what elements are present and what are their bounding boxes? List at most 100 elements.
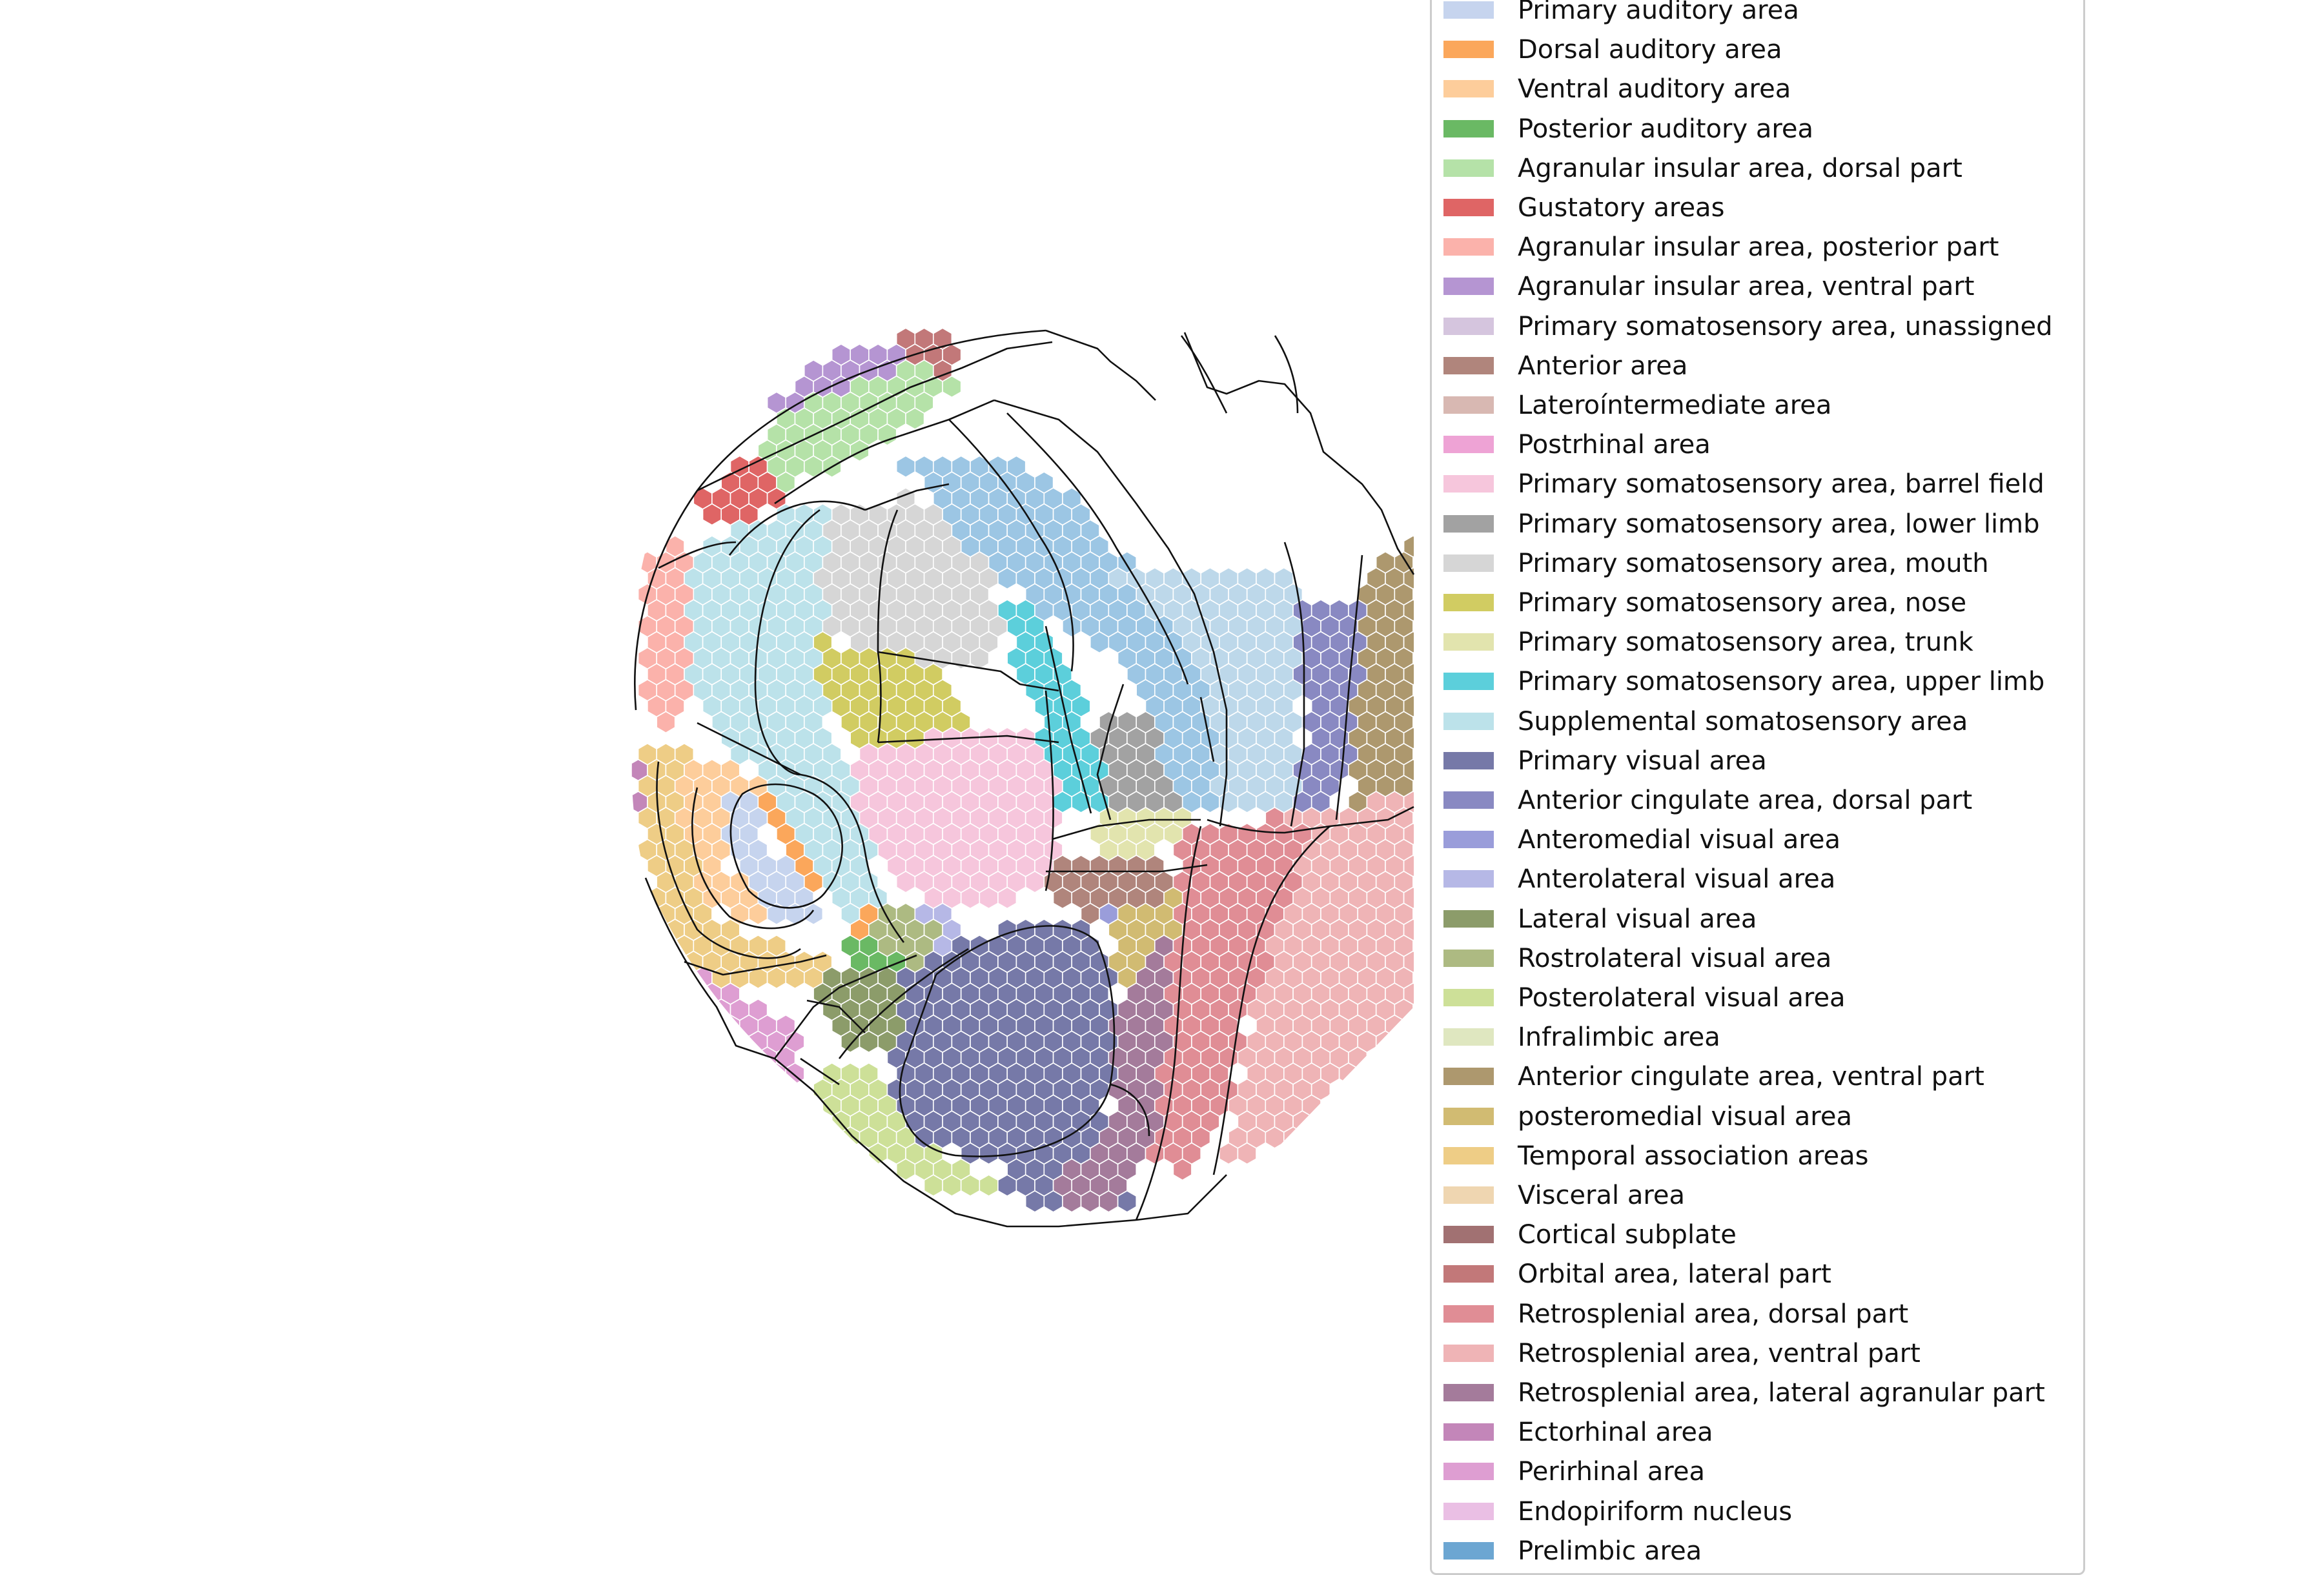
legend-label: Posterior auditory area [1518,114,1814,144]
legend-swatch [1443,1107,1494,1125]
legend-item: Primary visual area [1432,742,2083,780]
legend-swatch [1443,673,1494,691]
legend-item: Primary somatosensory area, trunk [1432,623,2083,662]
legend-label: Postrhinal area [1518,430,1711,460]
legend-swatch [1443,1541,1494,1560]
legend-item: Retrosplenial area, lateral agranular pa… [1432,1374,2083,1412]
legend-item: Ectorhinal area [1432,1413,2083,1452]
spot-hexagon [1338,1062,1358,1085]
legend-item: Primary somatosensory area, mouth [1432,544,2083,583]
legend-swatch [1443,1028,1494,1046]
legend-label: Primary auditory area [1518,0,1799,25]
spot-hexagon [1024,1190,1045,1213]
legend-label: Anterior area [1518,351,1688,381]
legend-label: Temporal association areas [1518,1141,1869,1171]
spot-hexagon [656,711,676,734]
legend-item: Dorsal auditory area [1432,30,2083,69]
legend-swatch [1443,1265,1494,1283]
legend-label: Primary visual area [1518,746,1767,776]
spot-hexagon [841,1126,861,1149]
spot-hexagon [693,998,713,1021]
spot-hexagon [841,1030,861,1053]
legend-item: Posterior auditory area [1432,110,2083,148]
legend-label: Perirhinal area [1518,1457,1705,1487]
spot-hexagon [1292,1110,1312,1133]
legend-swatch [1443,199,1494,216]
spot-hexagon [1099,1190,1119,1213]
spot-hexagon [776,1078,796,1101]
spot-hexagon [1080,1190,1100,1213]
spot-hexagon [997,886,1017,909]
legend-swatch [1443,119,1494,137]
legend-label: posteromedial visual area [1518,1101,1852,1132]
legend-swatch [1443,436,1494,454]
legend-label: Retrosplenial area, lateral agranular pa… [1518,1378,2045,1408]
spot-hexagon [1052,886,1072,909]
spot-hexagon [804,902,824,926]
spot-hexagon [748,902,768,926]
legend-item: Agranular insular area, dorsal part [1432,149,2083,188]
legend-label: Supplemental somatosensory area [1518,706,1968,737]
legend-swatch [1443,791,1494,809]
legend-label: Gustatory areas [1518,193,1725,223]
spot-hexagon [1237,791,1257,813]
legend-swatch [1443,238,1494,256]
legend-swatch [1443,554,1494,572]
legend-label: Agranular insular area, dorsal part [1518,153,1962,183]
spot-hexagon [1283,1126,1303,1149]
legend-label: Anterior cingulate area, ventral part [1518,1062,1984,1092]
legend-swatch [1443,1384,1494,1401]
legend-item: Postrhinal area [1432,425,2083,464]
spot-hexagon [850,439,870,462]
spot-hexagon [1043,1190,1063,1213]
legend-item: Supplemental somatosensory area [1432,702,2083,741]
spot-hexagon [1090,631,1110,654]
legend-label: Agranular insular area, posterior part [1518,232,1999,263]
legend-item: Anterolateral visual area [1432,860,2083,899]
legend-label: Visceral area [1518,1181,1686,1210]
legend-item: Ventral auditory area [1432,70,2083,108]
spot-hexagon [942,375,962,398]
spot-hexagon [997,1174,1017,1197]
legend-item: Agranular insular area, ventral part [1432,267,2083,306]
legend-label: Agranular insular area, ventral part [1518,272,1975,302]
legend-label: Prelimbic area [1518,1536,1702,1566]
spot-hexagon [859,1030,879,1053]
legend-label: Infralimbic area [1518,1022,1720,1053]
legend-label: Dorsal auditory area [1518,35,1782,65]
legend-swatch [1443,1305,1494,1323]
legend-label: Lateroíntermediate area [1518,391,1832,420]
spot-hexagon [895,870,916,893]
legend-item: Primary somatosensory area, unassigned [1432,307,2083,346]
spot-hexagon [942,1174,962,1197]
legend-item: Cortical subplate [1432,1215,2083,1254]
legend-item: Orbital area, lateral part [1432,1255,2083,1294]
spot-hexagon [979,1142,999,1165]
legend-swatch [1443,356,1494,374]
legend-item: Anteromedial visual area [1432,820,2083,859]
legend-swatch [1443,159,1494,177]
legend-label: Primary somatosensory area, barrel field [1518,469,2044,500]
legend-label: Retrosplenial area, ventral part [1518,1338,1921,1368]
legend-swatch [1443,514,1494,533]
legend-label: Lateral visual area [1518,904,1757,934]
spot-hexagon [785,966,805,990]
legend-item: Prelimbic area [1432,1532,2083,1570]
legend-swatch [1443,1,1494,19]
legend-swatch [1443,1423,1494,1441]
legend-item: Primary somatosensory area, nose [1432,584,2083,622]
spot-hexagon [1172,1158,1192,1181]
legend-swatch [1443,594,1494,611]
legend-label: Ectorhinal area [1518,1418,1713,1448]
outer-boundary-top [1045,329,1156,401]
legend-item: Lateroíntermediate area [1432,386,2083,425]
legend-label: Primary somatosensory area, unassigned [1518,311,2053,341]
legend-swatch [1443,396,1494,414]
legend-item: Rostrolateral visual area [1432,939,2083,978]
spot-hexagon [1117,1190,1137,1213]
legend-swatch [1443,909,1494,928]
legend-item: Retrosplenial area, ventral part [1432,1334,2083,1373]
legend-item: Lateral visual area [1432,900,2083,939]
legend-item: Visceral area [1432,1176,2083,1215]
